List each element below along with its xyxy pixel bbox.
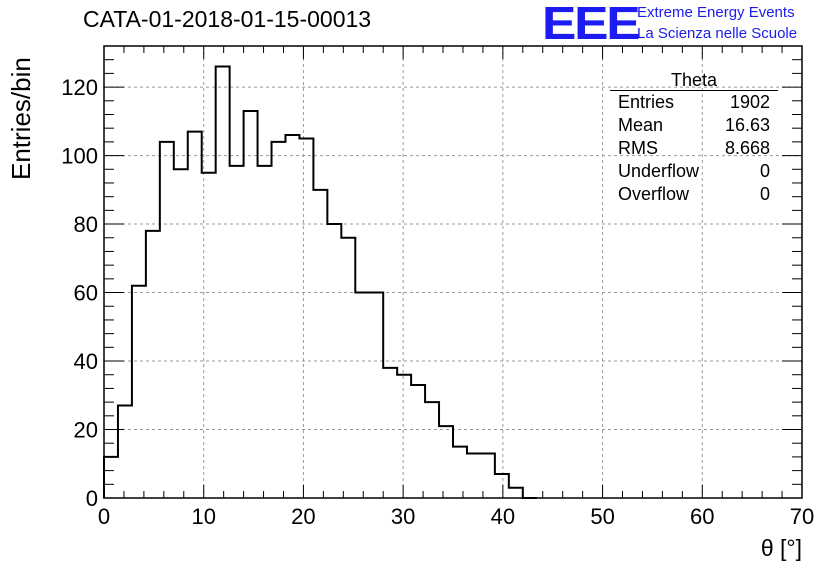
- histogram-bin: [411, 385, 425, 498]
- x-tick-label: 10: [191, 504, 215, 529]
- histogram-bin: [397, 375, 411, 498]
- y-tick-label: 0: [86, 486, 98, 511]
- stats-label: Overflow: [618, 184, 690, 204]
- eee-logo: EEE: [542, 0, 641, 49]
- y-tick-label: 60: [74, 281, 98, 306]
- histogram-bin: [467, 453, 481, 498]
- x-tick-label: 20: [291, 504, 315, 529]
- histogram-bin: [327, 224, 341, 498]
- y-tick-label: 100: [61, 144, 98, 169]
- histogram-bin: [244, 111, 258, 498]
- stats-value: 8.668: [724, 138, 770, 158]
- histogram-bin: [285, 135, 299, 498]
- x-tick-label: 50: [590, 504, 614, 529]
- histogram-bin: [132, 286, 146, 498]
- histogram-bin: [118, 406, 132, 498]
- logo-subtitle-line1: Extreme Energy Events: [637, 4, 795, 21]
- stats-value: 16.63: [724, 115, 770, 135]
- x-tick-label: 0: [98, 504, 110, 529]
- stats-row-entries: Entries 1902: [610, 91, 778, 114]
- histogram-bin: [453, 447, 467, 498]
- histogram-series: [103, 65, 537, 499]
- histogram-bin: [202, 173, 216, 498]
- logo-subtitle-line2: La Scienza nelle Scuole: [637, 25, 798, 42]
- histogram-bin: [174, 169, 188, 498]
- stats-row-rms: RMS 8.668: [610, 137, 778, 160]
- histogram-bin: [146, 231, 160, 498]
- y-tick-label: 80: [74, 212, 98, 237]
- stats-value: 1902: [729, 92, 770, 112]
- y-tick-label: 20: [74, 418, 98, 443]
- histogram-bin: [313, 190, 327, 498]
- stats-label: RMS: [618, 138, 658, 158]
- y-tick-label: 120: [61, 75, 98, 100]
- histogram-bin: [439, 426, 453, 498]
- x-tick-label: 70: [790, 504, 814, 529]
- x-axis-label: θ [°]: [760, 535, 802, 561]
- plot-frame: [103, 45, 803, 499]
- chart-title: CATA-01-2018-01-15-00013: [83, 6, 372, 32]
- histogram-bin: [425, 402, 439, 498]
- histogram-bin: [272, 142, 286, 498]
- histogram-bin: [299, 138, 313, 498]
- histogram-bin: [369, 293, 383, 498]
- histogram-bin: [160, 142, 174, 498]
- histogram-bin: [383, 368, 397, 498]
- histogram-bin: [216, 67, 230, 498]
- stats-row-mean: Mean 16.63: [610, 114, 778, 137]
- histogram-bin: [341, 238, 355, 498]
- histogram-bin: [188, 132, 202, 498]
- x-tick-label: 40: [491, 504, 515, 529]
- stats-box: Theta Entries 1902 Mean 16.63 RMS 8.668 …: [610, 70, 778, 206]
- x-tick-label: 30: [391, 504, 415, 529]
- stats-title: Theta: [610, 70, 778, 91]
- stats-label: Entries: [618, 92, 675, 112]
- histogram-bin: [509, 488, 523, 498]
- stats-row-underflow: Underflow 0: [610, 160, 778, 183]
- y-tick-label: 40: [74, 349, 98, 374]
- histogram-bin: [104, 457, 118, 498]
- x-tick-label: 60: [690, 504, 714, 529]
- stats-label: Mean: [618, 115, 664, 135]
- histogram-bin: [230, 166, 244, 498]
- stats-label: Underflow: [618, 161, 700, 181]
- stats-value: 0: [759, 161, 770, 181]
- stats-value: 0: [759, 184, 770, 204]
- histogram-bin: [258, 166, 272, 498]
- histogram-bin: [355, 293, 369, 498]
- histogram-bin: [495, 474, 509, 498]
- stats-row-overflow: Overflow 0: [610, 183, 778, 206]
